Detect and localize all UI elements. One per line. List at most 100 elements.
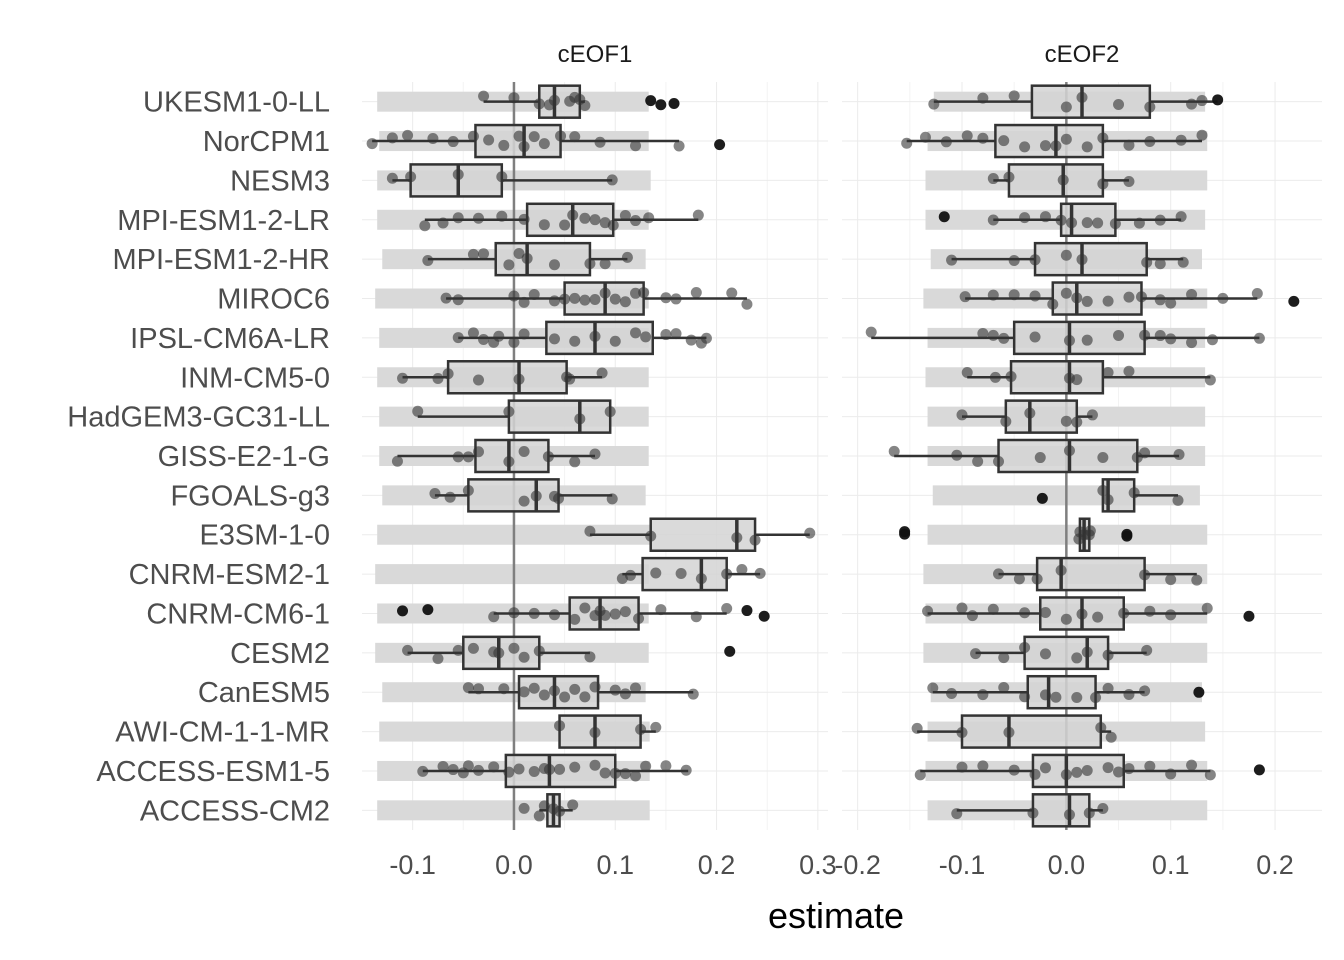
data-point — [609, 293, 621, 305]
data-point — [609, 608, 621, 620]
data-point — [513, 373, 525, 385]
data-point — [690, 287, 702, 299]
data-point — [1113, 766, 1125, 778]
data-point — [483, 134, 495, 146]
data-point — [579, 294, 591, 306]
outlier-point — [1212, 94, 1224, 106]
boxplot-cnrm-cm6-1 — [397, 596, 770, 631]
boxplot-access-cm2 — [518, 793, 579, 828]
data-point — [467, 248, 479, 260]
data-point — [567, 799, 579, 811]
data-point — [680, 764, 692, 776]
data-point — [956, 602, 968, 614]
box — [474, 438, 550, 474]
outlier-point — [899, 528, 911, 540]
data-point — [432, 373, 444, 385]
data-point — [1081, 141, 1093, 153]
data-point — [1029, 331, 1041, 343]
data-point — [1024, 407, 1036, 419]
data-point — [1029, 254, 1041, 266]
data-point — [1196, 129, 1208, 141]
data-point — [402, 644, 414, 656]
data-point — [548, 295, 560, 307]
outlier-point — [668, 97, 680, 109]
data-point — [447, 764, 459, 776]
data-point — [528, 289, 540, 301]
data-point — [589, 759, 601, 771]
data-point — [530, 490, 542, 502]
data-point — [1063, 335, 1075, 347]
data-point — [956, 727, 968, 739]
data-point — [640, 760, 652, 772]
data-point — [987, 289, 999, 301]
data-point — [1071, 292, 1083, 304]
box — [1033, 241, 1148, 277]
data-point — [630, 327, 642, 339]
data-point — [1175, 211, 1187, 223]
data-point — [690, 611, 702, 623]
data-point — [1076, 608, 1088, 620]
data-point — [462, 485, 474, 497]
data-point — [951, 449, 963, 461]
data-point — [1144, 101, 1156, 113]
outlier-point — [724, 645, 736, 657]
data-point — [548, 685, 560, 697]
box — [409, 163, 504, 198]
x-tick-label: 0.0 — [495, 850, 533, 880]
x-tick-label: 0.0 — [1048, 850, 1086, 880]
data-point — [478, 248, 490, 260]
data-point — [366, 138, 378, 150]
data-point — [596, 367, 608, 379]
boxplot-access-cm2 — [951, 793, 1109, 828]
data-point — [538, 138, 550, 150]
data-point — [1165, 297, 1177, 309]
data-point — [619, 768, 631, 780]
data-point — [589, 294, 601, 306]
data-point — [966, 610, 978, 622]
data-point — [630, 682, 642, 694]
data-point — [478, 333, 490, 345]
data-point — [553, 492, 565, 504]
data-point — [1217, 292, 1229, 304]
outlier-point — [422, 604, 434, 616]
data-point — [599, 287, 611, 299]
data-point — [579, 691, 591, 703]
boxplot-ipsl-cm6a-lr — [865, 320, 1265, 356]
data-point — [1175, 134, 1187, 146]
data-point — [1081, 764, 1093, 776]
reference-band — [375, 564, 649, 585]
data-point — [503, 259, 515, 271]
boxplot-mpi-esm1-2-lr — [419, 202, 704, 238]
data-point — [1186, 98, 1198, 110]
y-tick-label-fgoals-g3: FGOALS-g3 — [170, 480, 330, 512]
data-point — [518, 686, 530, 698]
data-point — [1141, 644, 1153, 656]
outlier-point — [714, 139, 726, 151]
data-point — [619, 688, 631, 700]
data-point — [1186, 759, 1198, 771]
data-point — [533, 98, 545, 110]
x-tick-label: 0.1 — [1152, 850, 1190, 880]
data-point — [959, 291, 971, 303]
data-point — [1165, 333, 1177, 345]
data-point — [1165, 609, 1177, 621]
boxplot-awi-cm-1-1-mr — [911, 714, 1117, 749]
data-point — [559, 219, 571, 231]
data-point — [567, 209, 579, 221]
y-tick-label-ipsl-cm6a-lr: IPSL-CM6A-LR — [130, 323, 330, 355]
data-point — [1008, 90, 1020, 102]
data-point — [538, 219, 550, 231]
data-point — [543, 763, 555, 775]
data-point — [518, 445, 530, 457]
data-point — [914, 769, 926, 781]
data-point — [865, 326, 877, 338]
boxplot-cnrm-cm6-1 — [922, 596, 1255, 631]
data-point — [1039, 211, 1051, 223]
data-point — [1097, 178, 1109, 190]
data-point — [606, 493, 618, 505]
data-point — [518, 651, 530, 663]
data-point — [1047, 298, 1059, 310]
data-point — [1191, 574, 1203, 586]
data-point — [579, 212, 591, 224]
